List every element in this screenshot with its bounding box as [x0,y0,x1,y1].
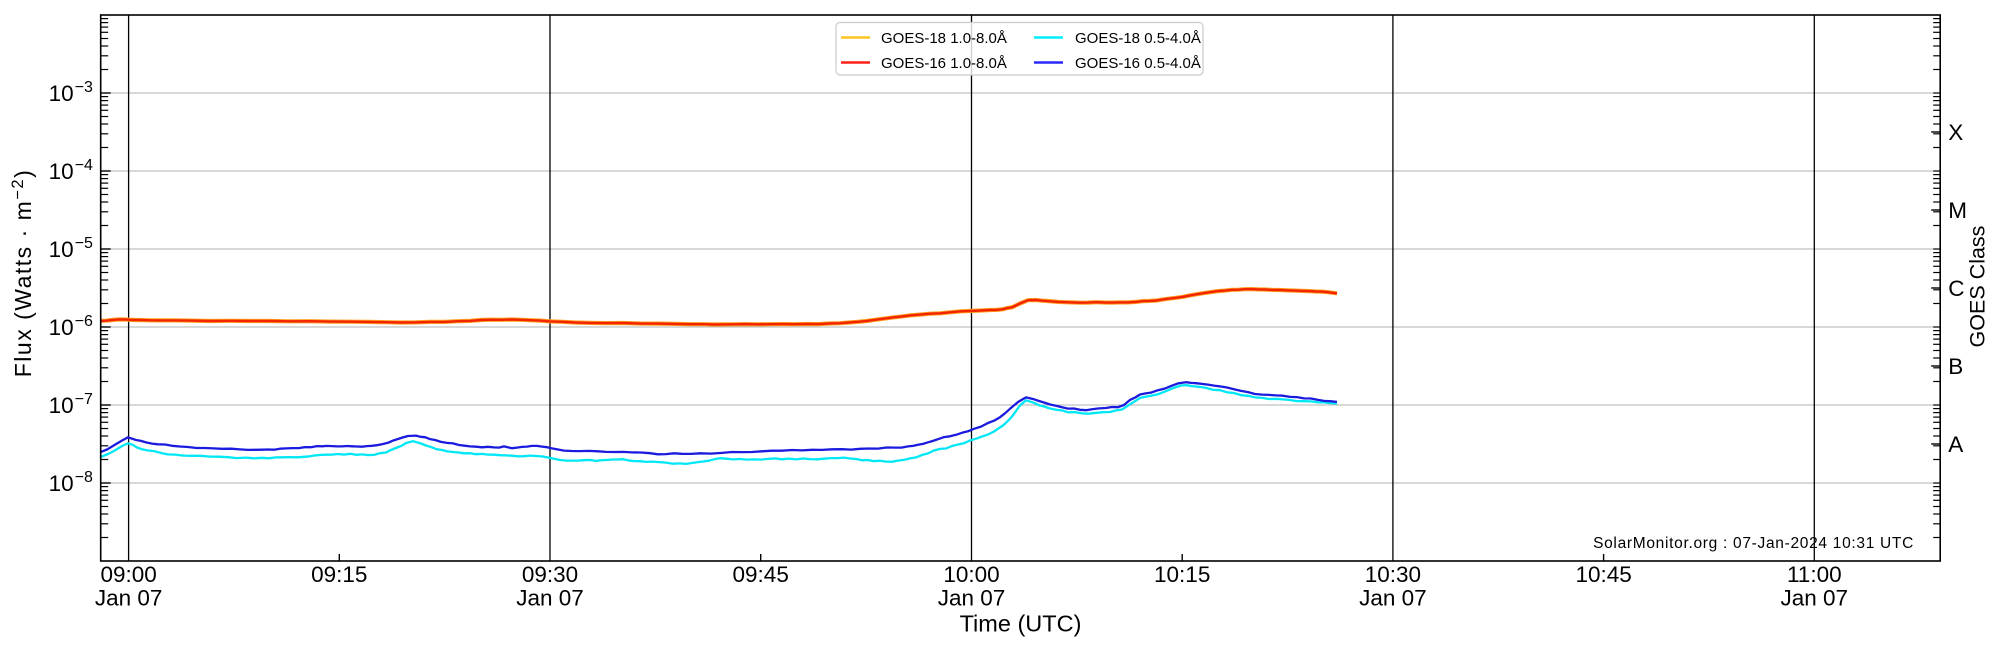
svg-text:11:00: 11:00 [1787,562,1842,587]
svg-text:X: X [1948,120,1963,145]
svg-text:−4: −4 [75,157,93,174]
svg-text:Jan 07: Jan 07 [938,586,1006,611]
svg-text:−7: −7 [75,391,93,408]
svg-text:SolarMonitor.org : 07-Jan-2024: SolarMonitor.org : 07-Jan-2024 10:31 UTC [1593,535,1914,552]
svg-text:10:30: 10:30 [1365,562,1421,587]
svg-text:A: A [1948,432,1963,457]
svg-text:Jan 07: Jan 07 [1781,586,1849,611]
svg-text:09:45: 09:45 [733,562,789,587]
svg-text:−8: −8 [75,469,93,486]
svg-text:GOES-16 0.5-4.0Å: GOES-16 0.5-4.0Å [1075,55,1201,72]
svg-text:10: 10 [49,81,74,106]
svg-text:B: B [1948,354,1963,379]
svg-text:Flux (Watts · m−2): Flux (Watts · m−2) [9,169,36,378]
svg-text:10:15: 10:15 [1154,562,1210,587]
svg-text:Jan 07: Jan 07 [516,586,584,611]
svg-text:−5: −5 [75,235,93,252]
svg-text:10: 10 [49,237,74,262]
svg-text:−3: −3 [75,79,93,96]
svg-text:09:30: 09:30 [522,562,578,587]
svg-text:10: 10 [49,159,74,184]
svg-text:09:15: 09:15 [311,562,367,587]
svg-text:09:00: 09:00 [100,562,156,587]
svg-text:10:45: 10:45 [1575,562,1631,587]
svg-text:GOES-18 1.0-8.0Å: GOES-18 1.0-8.0Å [881,30,1007,47]
svg-text:10: 10 [49,471,74,496]
svg-text:M: M [1948,198,1967,223]
svg-text:GOES-18 0.5-4.0Å: GOES-18 0.5-4.0Å [1075,30,1201,47]
svg-text:Jan 07: Jan 07 [1359,586,1427,611]
svg-text:Jan 07: Jan 07 [95,586,163,611]
svg-text:10: 10 [49,393,74,418]
svg-text:Time (UTC): Time (UTC) [960,611,1082,637]
svg-text:10: 10 [49,315,74,340]
svg-text:10:00: 10:00 [943,562,999,587]
svg-text:GOES-16 1.0-8.0Å: GOES-16 1.0-8.0Å [881,55,1007,72]
svg-text:−6: −6 [75,313,93,330]
svg-text:GOES Class: GOES Class [1966,226,1990,348]
svg-text:C: C [1948,276,1964,301]
